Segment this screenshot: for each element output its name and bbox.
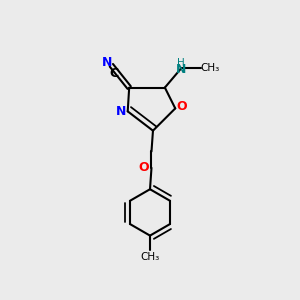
Text: N: N: [102, 56, 112, 69]
Text: N: N: [176, 63, 186, 76]
Text: C: C: [110, 67, 118, 80]
Text: O: O: [139, 161, 149, 174]
Text: CH₃: CH₃: [140, 252, 160, 262]
Text: CH₃: CH₃: [200, 63, 220, 73]
Text: N: N: [116, 105, 126, 118]
Text: H: H: [177, 58, 185, 68]
Text: O: O: [176, 100, 187, 113]
